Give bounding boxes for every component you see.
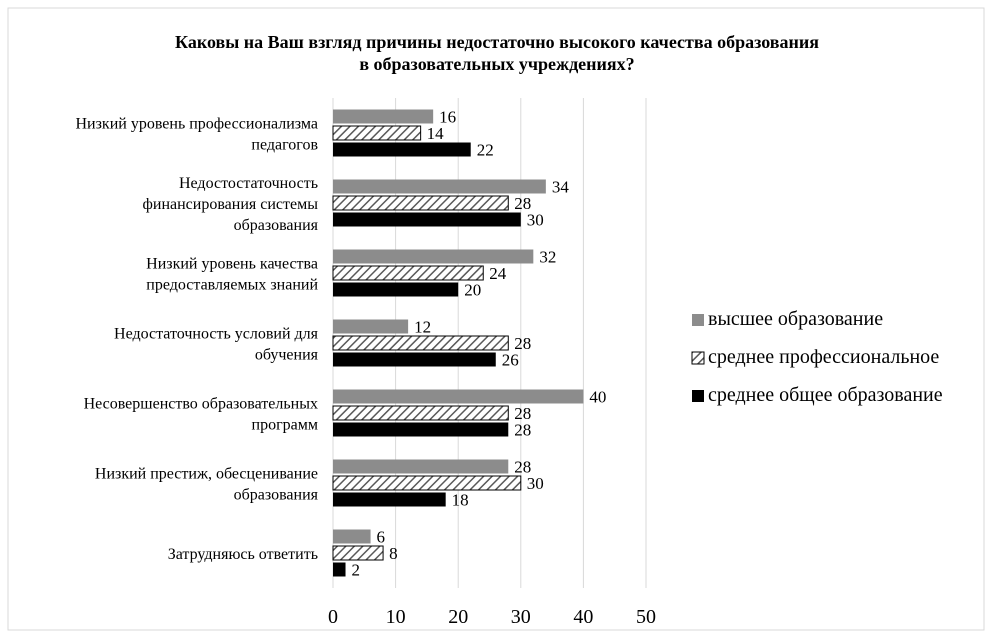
category-label-0-1: педагогов	[251, 137, 318, 154]
x-tick-label-0: 0	[328, 606, 338, 628]
data-label-0-2: 22	[477, 141, 494, 160]
chart-title-line-1: Каковы на Ваш взгляд причины недостаточн…	[175, 32, 819, 52]
bar-1-0	[333, 179, 546, 194]
x-tick-label-3: 30	[511, 606, 531, 628]
chart-title-line-2: в образовательных учреждениях?	[359, 54, 634, 74]
bar-0-2	[333, 142, 471, 157]
data-label-5-2: 18	[452, 491, 469, 510]
data-label-6-1: 8	[389, 544, 398, 563]
chart-frame	[7, 7, 985, 631]
bar-4-1	[332, 405, 509, 421]
category-label-1-0: Недостостаточность	[179, 175, 318, 192]
bar-3-2	[333, 352, 496, 367]
data-label-6-2: 2	[352, 561, 361, 580]
bar-4-0	[333, 389, 584, 404]
x-axis-tick-labels: 0 10 20 30 40 50	[328, 606, 656, 628]
bar-5-2	[333, 492, 446, 507]
bar-2-1	[332, 265, 484, 281]
category-label-1-1: финансирования системы	[143, 196, 319, 213]
data-label-3-0: 12	[414, 318, 431, 337]
data-label-2-1: 24	[489, 264, 507, 283]
bar-6-0	[333, 529, 371, 544]
bar-3-0	[333, 319, 409, 334]
legend: высшее образование среднее профессиональн…	[691, 308, 943, 406]
data-label-3-1: 28	[514, 334, 531, 353]
category-labels: Низкий уровень профессионализма педагогов…	[75, 116, 318, 564]
data-label-4-2: 28	[514, 421, 531, 440]
bar-6-1	[332, 545, 384, 561]
category-label-3-1: обучения	[255, 347, 319, 364]
category-label-2-1: предоставляемых знаний	[146, 277, 318, 294]
category-label-3-0: Недостаточность условий для	[114, 326, 319, 343]
bar-2-0	[333, 249, 534, 264]
legend-label-0: высшее образование	[708, 308, 883, 330]
data-label-1-2: 30	[527, 211, 544, 230]
x-tick-label-2: 20	[448, 606, 468, 628]
legend-swatch-0	[692, 314, 704, 326]
data-label-1-0: 34	[552, 178, 570, 197]
category-label-4-1: программ	[252, 417, 318, 434]
bar-3-1	[332, 335, 509, 351]
bar-0-0	[333, 109, 434, 124]
bar-5-0	[333, 459, 509, 474]
bars	[332, 109, 584, 577]
x-tick-label-5: 50	[636, 606, 656, 628]
x-tick-label-4: 40	[573, 606, 593, 628]
data-label-5-1: 30	[527, 474, 544, 493]
data-label-1-1: 28	[514, 194, 531, 213]
data-label-4-0: 40	[589, 388, 606, 407]
category-label-4-0: Несовершенство образовательных	[84, 396, 318, 413]
legend-label-2: среднее общее образование	[708, 384, 943, 406]
x-tick-label-1: 10	[386, 606, 406, 628]
data-label-5-0: 28	[514, 458, 531, 477]
category-label-2-0: Низкий уровень качества	[146, 256, 318, 273]
legend-label-1: среднее профессиональное	[708, 346, 939, 368]
category-label-5-1: образования	[234, 487, 319, 504]
bar-5-1	[332, 475, 522, 491]
data-label-0-0: 16	[439, 108, 456, 127]
bar-1-1	[332, 195, 509, 211]
bar-2-2	[333, 282, 459, 297]
data-label-3-2: 26	[502, 351, 519, 370]
bar-6-2	[333, 562, 346, 577]
legend-swatch-2	[692, 390, 704, 402]
bar-4-2	[333, 422, 509, 437]
bar-0-1	[332, 125, 422, 141]
legend-swatch-1	[691, 351, 705, 365]
bar-1-2	[333, 212, 521, 227]
data-label-6-0: 6	[377, 528, 386, 547]
category-label-5-0: Низкий престиж, обесценивание	[95, 466, 318, 483]
category-label-0-0: Низкий уровень профессионализма	[75, 116, 318, 133]
data-label-4-1: 28	[514, 404, 531, 423]
category-label-1-2: образования	[234, 217, 319, 234]
data-label-2-2: 20	[464, 281, 481, 300]
data-label-0-1: 14	[427, 124, 445, 143]
data-label-2-0: 32	[539, 248, 556, 267]
category-label-6-0: Затрудняюсь ответить	[168, 546, 318, 563]
